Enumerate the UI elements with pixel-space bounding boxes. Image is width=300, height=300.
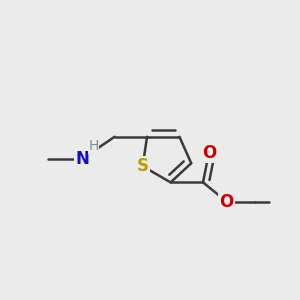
Text: O: O	[219, 193, 234, 211]
Text: S: S	[136, 157, 148, 175]
Text: N: N	[75, 150, 89, 168]
Text: H: H	[88, 140, 99, 154]
Text: O: O	[202, 144, 216, 162]
